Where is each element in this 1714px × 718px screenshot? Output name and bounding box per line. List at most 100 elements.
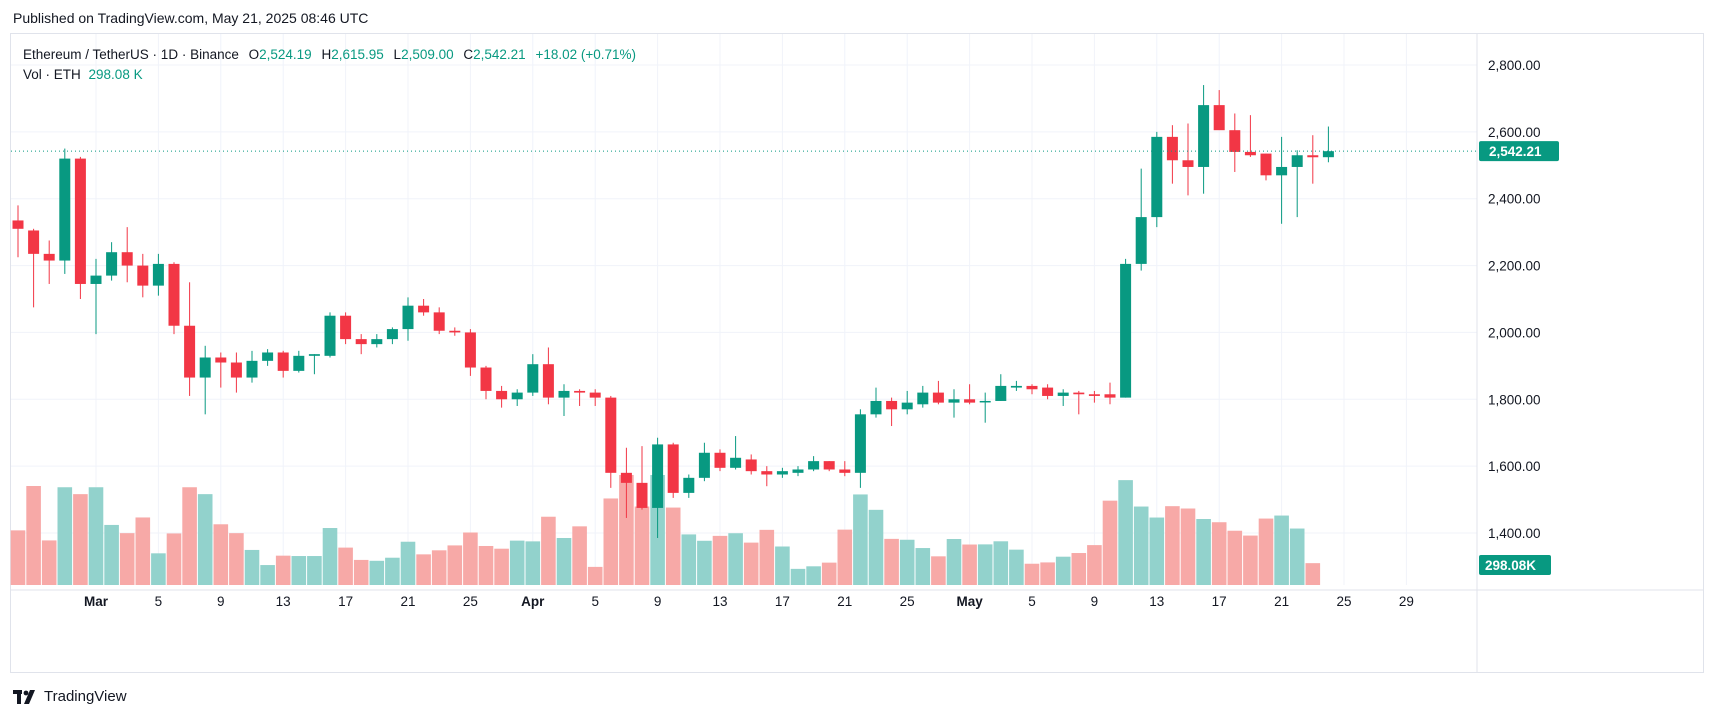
candle-up[interactable]	[90, 275, 102, 284]
candle-down[interactable]	[667, 444, 679, 493]
candle-down[interactable]	[12, 220, 24, 229]
candle-down[interactable]	[43, 253, 55, 261]
candle-down[interactable]	[542, 364, 554, 398]
candle-down[interactable]	[137, 265, 149, 286]
candle-up[interactable]	[152, 263, 164, 286]
candle-down[interactable]	[230, 362, 242, 378]
chart-frame[interactable]	[10, 33, 1704, 673]
candle-down[interactable]	[340, 315, 352, 340]
candle-down[interactable]	[168, 263, 180, 326]
candle-down[interactable]	[1182, 160, 1194, 167]
candle-up[interactable]	[901, 402, 913, 410]
candle-down[interactable]	[745, 459, 757, 472]
candle-down[interactable]	[28, 230, 40, 254]
candle-down[interactable]	[932, 392, 944, 403]
candle-down[interactable]	[964, 399, 976, 403]
last-volume-label: 298.08K	[1485, 558, 1536, 573]
candle-down[interactable]	[1244, 151, 1256, 156]
candle-down[interactable]	[1307, 155, 1319, 158]
candle-up[interactable]	[808, 461, 820, 470]
candle-up[interactable]	[511, 392, 523, 400]
candle-up[interactable]	[386, 329, 398, 340]
candle-down[interactable]	[714, 452, 726, 468]
candle-down[interactable]	[1026, 385, 1038, 390]
candle-down[interactable]	[1088, 394, 1100, 396]
candle-down[interactable]	[277, 352, 289, 371]
candle-down[interactable]	[215, 357, 227, 363]
candle-up[interactable]	[1057, 392, 1069, 396]
volume-bar	[1024, 563, 1040, 585]
candle-up[interactable]	[527, 364, 539, 393]
candle-up[interactable]	[730, 457, 742, 468]
candle-down[interactable]	[433, 312, 445, 331]
candle-up[interactable]	[948, 399, 960, 403]
candle-down[interactable]	[121, 252, 133, 266]
candle-up[interactable]	[698, 452, 710, 478]
candle-down[interactable]	[839, 469, 851, 473]
candle-up[interactable]	[776, 471, 788, 475]
candle-up[interactable]	[371, 339, 383, 345]
low-label: L	[393, 47, 402, 62]
y-tick-label: 2,600.00	[1488, 125, 1541, 140]
volume-label[interactable]: Vol · ETH	[23, 67, 81, 82]
candle-up[interactable]	[59, 158, 71, 261]
candle-up[interactable]	[199, 357, 211, 378]
candle-down[interactable]	[355, 339, 367, 345]
candle-up[interactable]	[262, 352, 274, 361]
candle-down[interactable]	[480, 367, 492, 391]
candle-up[interactable]	[995, 385, 1007, 401]
candle-down[interactable]	[574, 390, 586, 393]
candle-down[interactable]	[1260, 153, 1272, 176]
candle-up[interactable]	[1010, 385, 1022, 388]
candle-up[interactable]	[683, 477, 695, 493]
candle-down[interactable]	[449, 330, 461, 333]
candle-down[interactable]	[886, 400, 898, 410]
candle-down[interactable]	[1229, 130, 1241, 152]
candle-up[interactable]	[917, 392, 929, 405]
candle-down[interactable]	[74, 158, 86, 284]
candle-up[interactable]	[979, 400, 991, 403]
candle-down[interactable]	[620, 472, 632, 483]
candle-down[interactable]	[184, 325, 196, 378]
candle-down[interactable]	[636, 482, 648, 508]
candle-down[interactable]	[589, 392, 601, 398]
candle-down[interactable]	[464, 332, 476, 368]
candle-up[interactable]	[106, 252, 118, 276]
candle-down[interactable]	[1104, 394, 1116, 398]
candle-down[interactable]	[1042, 387, 1054, 396]
candle-up[interactable]	[402, 305, 414, 330]
candle-up[interactable]	[293, 355, 305, 371]
candle-down[interactable]	[1166, 136, 1178, 161]
candle-down[interactable]	[496, 390, 508, 400]
symbol-title[interactable]: Ethereum / TetherUS · 1D · Binance	[23, 47, 239, 62]
y-tick-label: 1,800.00	[1488, 392, 1541, 407]
volume-bar	[57, 487, 73, 585]
volume-bar	[1289, 528, 1305, 585]
candle-down[interactable]	[605, 397, 617, 473]
candle-up[interactable]	[558, 390, 570, 398]
candle-up[interactable]	[1322, 151, 1334, 158]
volume-bar	[837, 529, 853, 585]
candle-up[interactable]	[246, 360, 258, 378]
candle-down[interactable]	[1073, 392, 1085, 395]
candle-down[interactable]	[823, 461, 835, 470]
candle-down[interactable]	[1213, 105, 1225, 131]
candle-up[interactable]	[870, 400, 882, 415]
candle-up[interactable]	[1151, 136, 1163, 218]
candle-up[interactable]	[1135, 217, 1147, 264]
candle-down[interactable]	[761, 471, 773, 475]
candle-up[interactable]	[1198, 105, 1210, 167]
candle-down[interactable]	[418, 305, 430, 313]
candle-up[interactable]	[854, 414, 866, 473]
tradingview-brand[interactable]: TradingView	[13, 688, 127, 705]
x-tick-label: 9	[654, 594, 662, 609]
candle-up[interactable]	[308, 354, 320, 356]
candle-up[interactable]	[324, 315, 336, 356]
candle-up[interactable]	[792, 469, 804, 473]
candle-up[interactable]	[652, 444, 664, 508]
volume-bar	[946, 539, 962, 585]
candle-up[interactable]	[1276, 166, 1288, 176]
candle-up[interactable]	[1291, 155, 1303, 167]
candle-up[interactable]	[1120, 263, 1132, 398]
